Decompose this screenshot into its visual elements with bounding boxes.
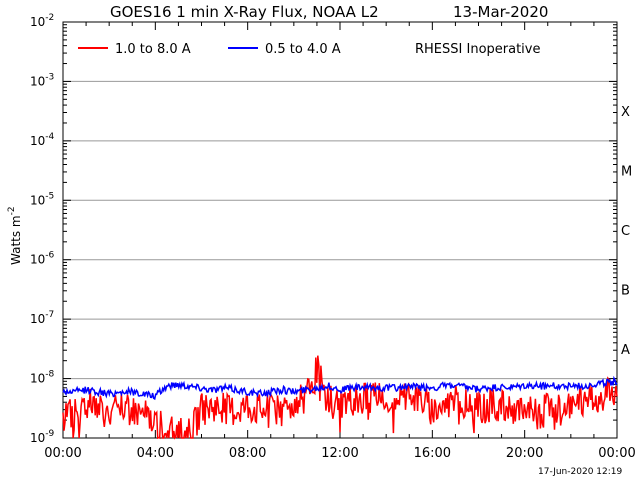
y-tick-base: 10 [30,253,45,267]
chart-date: 13-Mar-2020 [453,3,548,21]
legend-label-soft: 1.0 to 8.0 A [115,42,191,57]
plot-frame [62,21,618,439]
y-tick-exponent: -8 [45,370,54,380]
y-tick-exponent: -3 [45,72,54,82]
y-axis-label-exponent: -2 [7,206,17,215]
x-tick-label: 16:00 [414,446,451,461]
x-tick-labels: 00:00 04:00 08:00 12:00 16:00 20:00 00:00 [44,446,635,461]
x-tick-label: 00:00 [598,446,635,461]
flare-class-label: A [621,343,630,358]
flare-class-label: C [621,224,630,239]
y-tick-base: 10 [30,193,45,207]
data-series [62,355,618,440]
y-tick-exponent: -6 [45,251,54,261]
gridlines [62,21,618,439]
x-tick-label: 00:00 [44,446,81,461]
y-tick-exponent: -4 [45,132,54,142]
y-tick-exponent: -7 [45,310,54,320]
footer-timestamp: 17-Jun-2020 12:19 [538,467,622,477]
flare-class-label: X [621,105,630,120]
y-axis-label-text: Watts m [9,215,23,265]
series-line [62,355,618,440]
y-tick-base: 10 [30,134,45,148]
x-tick-label: 08:00 [229,446,266,461]
legend: 1.0 to 8.0 A 0.5 to 4.0 A [78,42,341,57]
legend-label-hard: 0.5 to 4.0 A [265,42,341,57]
rhessi-annotation: RHESSI Inoperative [415,42,540,57]
x-tick-label: 04:00 [137,446,174,461]
y-tick-label: 10-7 [30,310,54,326]
y-tick-label: 10-9 [30,429,55,445]
y-tick-label: 10-2 [30,13,54,29]
y-tick-exponent: -9 [45,429,54,439]
y-tick-base: 10 [30,431,45,445]
flare-class-labels: X M C B A [621,105,632,358]
y-tick-base: 10 [30,312,45,326]
y-tick-label: 10-5 [30,191,54,207]
series-line [62,375,618,401]
y-tick-base: 10 [30,372,45,386]
y-tick-exponent: -2 [45,13,54,23]
flare-class-label: M [621,165,632,180]
y-tick-label: 10-3 [30,72,54,88]
chart-title: GOES16 1 min X-Ray Flux, NOAA L2 [110,3,379,21]
y-tick-label: 10-6 [30,251,55,267]
y-tick-labels: 10-210-310-410-510-610-710-810-9 [30,13,55,445]
y-tick-base: 10 [30,15,45,29]
y-tick-base: 10 [30,74,45,88]
x-tick-label: 20:00 [506,446,543,461]
y-tick-label: 10-4 [30,132,55,148]
y-tick-exponent: -5 [45,191,54,201]
x-tick-label: 12:00 [321,446,358,461]
y-tick-label: 10-8 [30,370,55,386]
flare-class-label: B [621,283,630,298]
y-axis-label: Watts m-2 [7,206,23,265]
